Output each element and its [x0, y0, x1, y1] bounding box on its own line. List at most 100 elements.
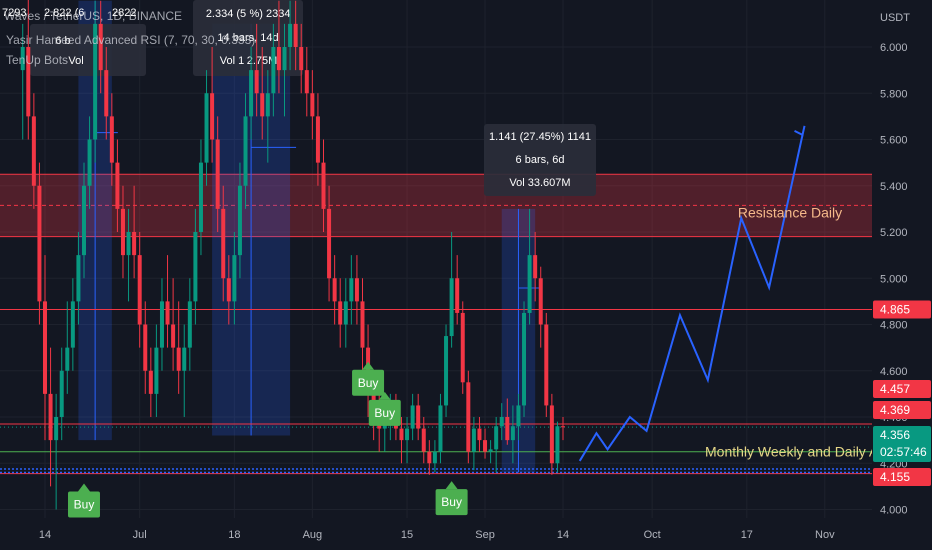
y-tick-label: 5.600: [880, 135, 908, 147]
price-label-bg: [873, 380, 931, 398]
buy-signal-label: Buy: [441, 495, 462, 509]
candle: [260, 47, 265, 140]
candle-body: [143, 324, 148, 371]
candle: [310, 70, 315, 140]
candle: [516, 393, 521, 441]
currency-label: USDT: [880, 12, 910, 24]
candle: [416, 393, 421, 441]
price-label: 4.457: [873, 380, 931, 398]
candle-body: [349, 278, 354, 302]
candle-body: [232, 255, 237, 302]
y-tick-label: 5.400: [880, 181, 908, 193]
candle-body: [54, 417, 59, 441]
price-label: 4.155: [873, 468, 931, 486]
candle-body: [193, 232, 198, 302]
candle-body: [416, 405, 421, 429]
candle: [561, 417, 566, 441]
candle-body: [555, 426, 560, 464]
candle-body: [210, 93, 215, 140]
candle: [399, 417, 404, 464]
measure-box-3: 1.141 (27.45%) 1141 6 bars, 6d Vol 33.607M: [484, 124, 596, 196]
price-label-bg: [873, 468, 931, 486]
x-tick-label: Aug: [303, 529, 323, 541]
candle-body: [488, 449, 493, 452]
candle-body: [237, 185, 242, 256]
candle: [321, 139, 326, 232]
candle: [549, 393, 554, 475]
candle-body: [327, 208, 332, 279]
candle-body: [338, 301, 343, 325]
candle: [460, 301, 465, 394]
candle: [343, 278, 348, 348]
candle-body: [483, 440, 488, 452]
candle: [115, 139, 120, 232]
candle-body: [343, 301, 348, 325]
y-tick-label: 5.800: [880, 88, 908, 100]
price-label-value: 4.356: [880, 428, 910, 442]
candle-body: [561, 426, 566, 428]
candle-body: [438, 405, 443, 452]
candle: [48, 347, 53, 487]
candle: [527, 208, 532, 325]
candle: [288, 0, 293, 71]
candle-body: [137, 255, 142, 325]
buy-signal[interactable]: Buy: [368, 391, 401, 426]
candle: [159, 278, 164, 371]
buy-signal[interactable]: Buy: [435, 481, 468, 516]
ohlc-fragment-2: 2.822 (6: [44, 7, 84, 19]
candle: [98, 0, 103, 94]
buy-signal-box: [352, 369, 385, 396]
candle: [293, 0, 298, 71]
buy-signal-pointer: [378, 391, 391, 400]
measure-box-bg: [193, 0, 303, 76]
candle: [304, 47, 309, 117]
measure-box-text: 6 bars, 6d: [516, 154, 565, 166]
candle: [120, 185, 125, 279]
y-tick-label: 6.000: [880, 42, 908, 54]
candle: [249, 47, 254, 140]
price-label: 4.369: [873, 401, 931, 419]
candle-body: [109, 116, 114, 163]
candle: [455, 255, 460, 325]
candle-body: [126, 232, 131, 256]
candle-body: [26, 47, 31, 117]
price-label-value: 4.369: [880, 403, 910, 417]
candle-body: [93, 23, 98, 140]
candle-body: [299, 47, 304, 71]
y-tick-label: 4.600: [880, 366, 908, 378]
candle: [265, 70, 270, 163]
candle-body: [271, 47, 276, 94]
ohlc-fragment-3: 2822: [112, 7, 136, 19]
candle-body: [198, 162, 203, 232]
buy-signal[interactable]: Buy: [67, 483, 100, 518]
candle: [505, 398, 510, 445]
measure-box-text: Vol: [68, 55, 83, 67]
y-axis[interactable]: USDT 6.000 5.800 5.600 5.400 5.200 5.000 4.800…: [872, 0, 932, 550]
candle-body: [432, 451, 437, 464]
candle-body: [221, 208, 226, 279]
projection-layer: [578, 125, 806, 462]
candle-body: [48, 393, 53, 441]
candle: [81, 162, 86, 279]
candle-body: [265, 93, 270, 117]
candle: [332, 255, 337, 325]
measure-box-bg: [484, 124, 596, 196]
candle: [494, 417, 499, 473]
candle-body: [148, 370, 153, 394]
candle-body: [549, 405, 554, 464]
buy-signal[interactable]: Buy: [352, 361, 385, 396]
candle-body: [65, 347, 70, 371]
candle: [232, 232, 237, 325]
candle-body: [315, 116, 320, 163]
candle-body: [165, 301, 170, 325]
candle: [483, 428, 488, 459]
candle-body: [332, 278, 337, 302]
candle: [109, 93, 114, 186]
candle: [137, 232, 142, 348]
candle-body: [120, 208, 125, 256]
candle: [405, 417, 410, 464]
x-axis[interactable]: 14 Jul 18 Aug 15 Sep 14 Oct 17 Nov: [0, 518, 932, 550]
